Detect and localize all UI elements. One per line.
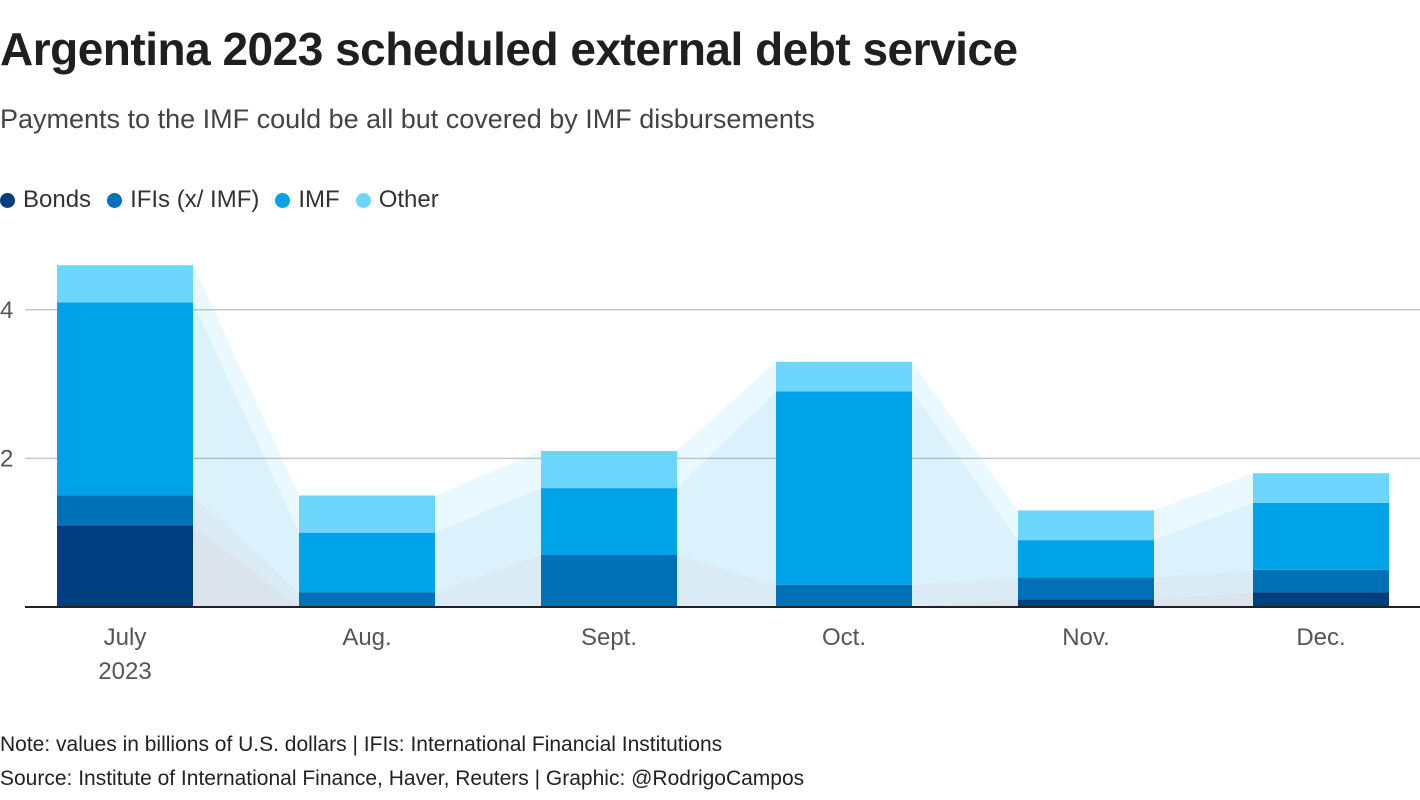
- connector-band-3-0: [193, 265, 299, 533]
- legend-item-imf: IMF: [275, 186, 340, 214]
- x-tick-label-5: Dec.: [1296, 624, 1345, 651]
- connector-band-1-0: [193, 495, 299, 607]
- connector-band-0-0: [193, 525, 299, 607]
- chart-subtitle: Payments to the IMF could be all but cov…: [0, 104, 815, 134]
- bar-other-2: [541, 450, 677, 489]
- chart-source: Source: Institute of International Finan…: [0, 767, 805, 790]
- legend-label-ifis: IFIs (x/ IMF): [130, 186, 260, 213]
- connector-band-3-4: [1154, 473, 1253, 541]
- legend: Bonds IFIs (x/ IMF) IMF Other: [0, 186, 455, 214]
- bar-ifis-x-imf-5: [1253, 569, 1389, 593]
- bar-imf-0: [57, 302, 193, 496]
- bar-other-5: [1253, 473, 1389, 503]
- legend-swatch-bonds: [0, 192, 15, 208]
- connector-band-1-4: [1154, 569, 1253, 600]
- bar-ifis-x-imf-0: [57, 495, 193, 526]
- connector-band-1-1: [435, 554, 541, 607]
- connector-band-2-3: [912, 391, 1018, 585]
- connector-band-2-2: [677, 391, 776, 585]
- legend-item-ifis: IFIs (x/ IMF): [107, 186, 259, 214]
- connector-band-3-1: [435, 450, 541, 533]
- x-tick-label-3: Oct.: [822, 624, 866, 651]
- connector-band-2-1: [435, 488, 541, 593]
- connector-band-0-3: [912, 599, 1018, 607]
- connector-band-1-2: [677, 554, 776, 607]
- connector-band-2-4: [1154, 502, 1253, 578]
- connector-band-3-3: [912, 361, 1018, 541]
- connector-band-1-3: [912, 577, 1018, 607]
- bar-ifis-x-imf-2: [541, 554, 677, 607]
- bar-bonds-4: [1018, 599, 1154, 607]
- bar-bonds-0: [57, 525, 193, 607]
- bar-other-0: [57, 265, 193, 303]
- legend-swatch-ifis: [107, 192, 123, 208]
- connector-band-3-2: [677, 361, 776, 489]
- legend-item-other: Other: [355, 186, 439, 214]
- x-tick-label-1: Aug.: [342, 624, 391, 651]
- x-tick-label-2: Sept.: [581, 624, 637, 651]
- y-tick-label-2: 2: [0, 445, 13, 472]
- connector-band-2-0: [193, 302, 299, 593]
- connector-band-0-4: [1154, 592, 1253, 607]
- bar-bonds-5: [1253, 592, 1389, 607]
- bar-imf-5: [1253, 502, 1389, 570]
- bar-imf-1: [299, 532, 435, 593]
- bar-ifis-x-imf-1: [299, 592, 435, 607]
- x-tick-label-4: Nov.: [1062, 624, 1110, 651]
- x-tick-label-0: July: [104, 624, 147, 651]
- bar-ifis-x-imf-4: [1018, 577, 1154, 600]
- bar-imf-2: [541, 488, 677, 555]
- stacked-bar-chart: 2 4 July 2023 Aug. Sept. Oct. Nov. Dec.: [0, 265, 1420, 685]
- y-tick-label-4: 4: [0, 297, 13, 324]
- legend-label-imf: IMF: [298, 186, 340, 213]
- bar-other-4: [1018, 510, 1154, 541]
- bar-other-1: [299, 495, 435, 533]
- legend-swatch-other: [355, 192, 371, 208]
- chart-title: Argentina 2023 scheduled external debt s…: [0, 23, 1018, 75]
- x-tick-sublabel-0: 2023: [98, 658, 151, 685]
- legend-swatch-imf: [275, 192, 291, 208]
- chart-note: Note: values in billions of U.S. dollars…: [0, 733, 723, 756]
- bar-imf-3: [776, 391, 912, 585]
- legend-label-other: Other: [378, 186, 439, 213]
- bar-imf-4: [1018, 540, 1154, 578]
- legend-item-bonds: Bonds: [0, 186, 91, 214]
- legend-label-bonds: Bonds: [23, 186, 92, 213]
- bar-ifis-x-imf-3: [776, 584, 912, 607]
- bar-other-3: [776, 361, 912, 392]
